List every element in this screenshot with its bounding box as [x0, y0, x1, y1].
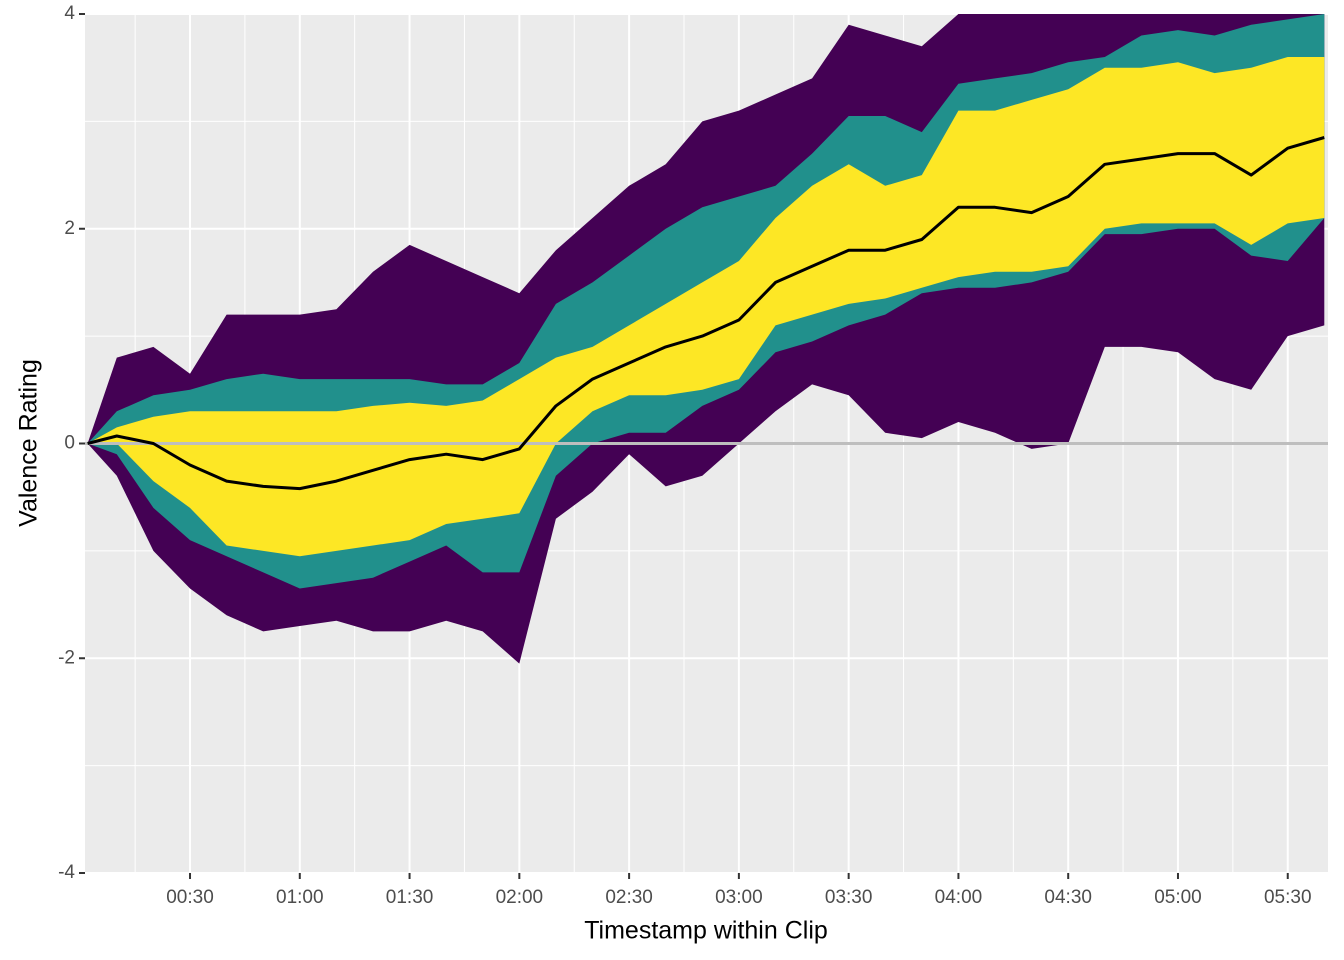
x-tick-label: 05:30 [1264, 887, 1312, 908]
x-tick-label: 01:00 [276, 887, 324, 908]
y-tick-label: -4 [58, 862, 75, 883]
x-axis-title: Timestamp within Clip [584, 917, 828, 945]
x-tick-label: 04:30 [1044, 887, 1092, 908]
axes: -4 -2 0 2 4 00:30 01:00 01:30 02:00 02:30 03:00 03:… [58, 3, 1311, 908]
x-tick-label: 01:30 [386, 887, 434, 908]
x-tick-label: 02:30 [605, 887, 653, 908]
x-tick-label: 03:30 [825, 887, 873, 908]
y-tick-label: 0 [64, 433, 75, 454]
median-line [87, 136, 1325, 491]
y-tick-label: -2 [58, 647, 75, 668]
x-tick-label: 03:00 [715, 887, 763, 908]
plot-area [85, 14, 1328, 664]
x-tick-label: 02:00 [496, 887, 544, 908]
y-axis-title: Valence Rating [15, 359, 43, 527]
y-tick-label: 2 [64, 218, 75, 239]
x-tick-label: 00:30 [166, 887, 214, 908]
y-tick-label: 4 [64, 3, 75, 24]
x-tick-label: 04:00 [935, 887, 983, 908]
ribbon-band [87, 57, 1325, 557]
x-tick-label: 05:00 [1154, 887, 1202, 908]
